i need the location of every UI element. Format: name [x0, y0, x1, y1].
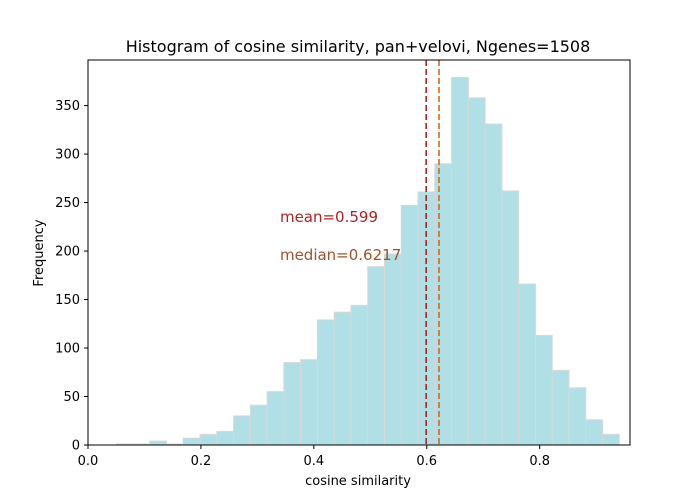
y-tick-label: 100 [55, 342, 80, 357]
histogram-bar [149, 440, 168, 446]
histogram-bar [199, 433, 218, 446]
histogram-bar [367, 266, 386, 446]
histogram-bar [400, 204, 419, 446]
x-axis-title: cosine similarity [305, 474, 411, 489]
y-tick-label: 300 [55, 148, 80, 163]
histogram-bar [518, 283, 536, 446]
y-tick-label: 250 [55, 196, 80, 211]
median-annotation: median=0.6217 [280, 246, 401, 264]
x-tick-label: 0.4 [303, 454, 324, 469]
histogram-bar [333, 311, 352, 446]
histogram-bar [501, 190, 520, 446]
x-tick-label: 0.2 [191, 454, 212, 469]
x-tick-label: 0.0 [78, 454, 99, 469]
histogram-bars [115, 76, 620, 446]
histogram-bar [534, 334, 553, 446]
y-tick-label: 50 [63, 390, 80, 405]
histogram-bar [467, 97, 486, 446]
x-axis-ticks: 0.0 0.2 0.4 0.6 0.8 [78, 445, 550, 469]
reference-lines [425, 60, 440, 445]
histogram-bar [451, 76, 469, 446]
histogram-bar [249, 404, 268, 446]
histogram-bar [434, 163, 453, 446]
x-tick-label: 0.6 [416, 454, 437, 469]
histogram-bar [233, 415, 251, 446]
histogram-bar [551, 369, 570, 446]
histogram-bar [266, 391, 285, 446]
y-tick-label: 350 [55, 99, 80, 114]
y-tick-label: 200 [55, 245, 80, 260]
y-axis-ticks: 0 50 100 150 200 250 300 350 [55, 99, 88, 454]
histogram-bar [316, 319, 335, 446]
plot-frame [87, 59, 631, 446]
histogram-bar [585, 419, 604, 446]
histogram-bar [484, 123, 503, 446]
histogram-bar [384, 253, 402, 446]
mean-annotation: mean=0.599 [280, 208, 378, 226]
y-tick-label: 0 [72, 439, 80, 454]
histogram-bar [568, 387, 587, 446]
histogram-bar [216, 430, 235, 446]
histogram-bar [602, 433, 620, 446]
histogram-bar [300, 359, 318, 446]
annotations: mean=0.599 median=0.6217 [280, 208, 401, 264]
histogram-bar [283, 362, 302, 446]
x-tick-label: 0.8 [529, 454, 550, 469]
y-tick-label: 150 [55, 293, 80, 308]
chart-title: Histogram of cosine similarity, pan+velo… [126, 37, 591, 56]
y-axis-title: Frequency [32, 219, 47, 286]
histogram-bar [350, 304, 369, 446]
histogram-bar [182, 437, 201, 446]
